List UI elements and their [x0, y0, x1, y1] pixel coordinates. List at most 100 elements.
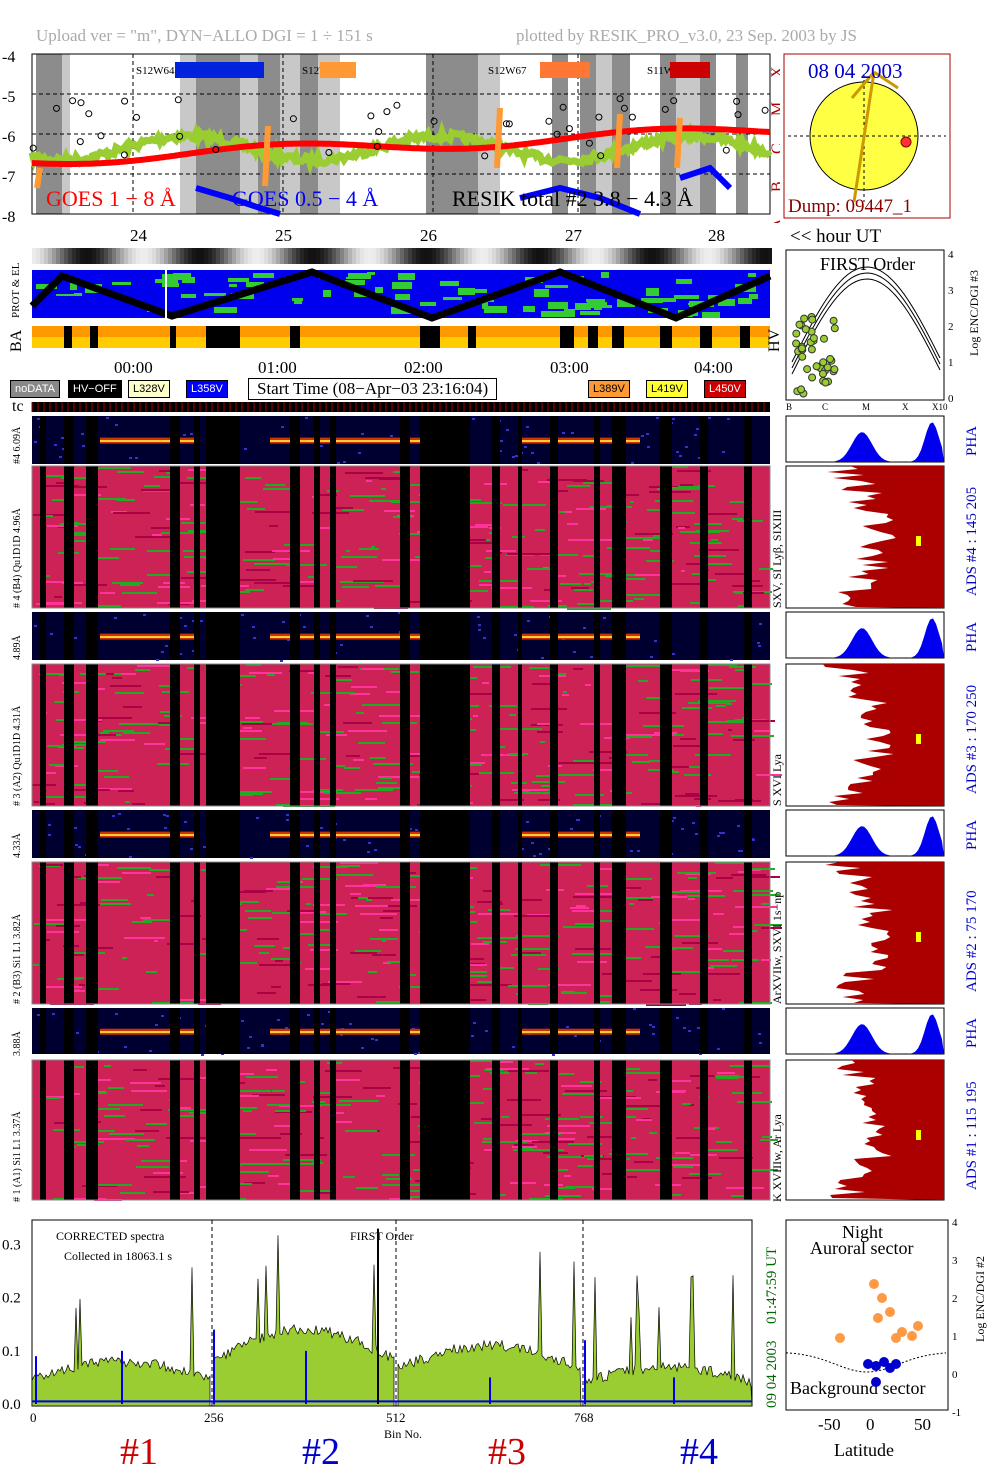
spec-cell	[90, 947, 113, 949]
spec-cell	[184, 556, 221, 558]
el-cell	[212, 248, 216, 264]
spec-cell	[117, 867, 151, 869]
pha-noise	[343, 839, 346, 841]
el-cell	[336, 248, 340, 264]
pha-noise	[485, 1030, 488, 1032]
spectrum-panel: 0.3 0.2 0.1 0.0 0 256 512 768 CORRECTED spectra C…	[2, 1219, 780, 1473]
pha-noise	[652, 1033, 655, 1035]
spec-cell	[713, 999, 721, 1001]
spec-cell	[458, 958, 484, 960]
fo-point	[819, 358, 828, 367]
spec-cell	[540, 864, 581, 866]
spec-cell	[509, 714, 516, 716]
data-point	[597, 152, 605, 160]
fo-ytick: 2	[948, 321, 954, 333]
sun-track	[873, 70, 899, 90]
spec-cell	[481, 1118, 498, 1120]
data-point	[761, 106, 769, 114]
gap	[290, 1060, 300, 1200]
spec-cell	[159, 724, 173, 726]
ba-gap	[588, 326, 598, 348]
spec-cell	[94, 881, 120, 883]
gap	[314, 612, 320, 660]
class-letter: X	[769, 66, 780, 78]
spec-cell	[689, 766, 701, 768]
data-point	[367, 112, 375, 120]
pha-noise	[566, 1026, 569, 1028]
spec-cell	[95, 717, 132, 719]
gap	[40, 664, 46, 806]
spec-cell	[399, 533, 434, 535]
spec-title1: CORRECTED spectra	[56, 1229, 165, 1243]
pha-noise	[129, 457, 132, 459]
pha-noise	[184, 821, 187, 823]
gap	[700, 1060, 708, 1200]
spec-cell	[567, 485, 590, 487]
header-right: plotted by RESIK_PRO_v3.0, 23 Sep. 2003 …	[516, 26, 857, 45]
spec-cell	[413, 1169, 420, 1171]
spec-cell	[680, 531, 696, 533]
spec-cell	[475, 524, 498, 526]
background-point	[863, 1359, 873, 1369]
spec-cell	[463, 764, 482, 766]
lat-xlabel: Latitude	[834, 1440, 894, 1460]
spec-cell	[705, 959, 729, 961]
chan-pha-label: 3.88Å	[12, 1031, 23, 1056]
spec-cell	[325, 1070, 362, 1072]
prot-cell	[246, 282, 264, 287]
gap	[330, 1008, 336, 1054]
spec-cell	[335, 1112, 344, 1114]
pha-noise	[307, 1014, 310, 1016]
ads-marker	[916, 734, 921, 744]
spec-cell	[308, 576, 316, 578]
spec-cell	[754, 924, 782, 926]
pha-noise	[526, 426, 529, 428]
prot-cell	[323, 290, 331, 297]
prot-cell	[548, 302, 568, 309]
gap	[86, 664, 98, 806]
spec-cell	[645, 946, 667, 948]
gap	[492, 466, 500, 608]
spec-cell	[707, 513, 737, 515]
channel-name: #2	[302, 1431, 340, 1473]
el-cell	[732, 248, 736, 264]
gap	[594, 862, 600, 1004]
fo-xtick: C	[822, 402, 828, 412]
ba-gap	[64, 326, 72, 348]
spec-cell	[320, 527, 331, 529]
el-cell	[144, 248, 148, 264]
spec-cell	[733, 926, 750, 928]
spec-cell	[623, 980, 652, 982]
prot-cell	[564, 309, 575, 317]
spec-cell	[346, 550, 350, 552]
spec-cell	[607, 547, 650, 549]
spec-cell	[702, 1075, 739, 1077]
prot-cell	[445, 297, 462, 300]
el-cell	[708, 248, 712, 264]
ba-gap	[560, 326, 574, 348]
spec-cell	[131, 1090, 167, 1092]
spec-cell	[566, 511, 572, 513]
data-point	[722, 146, 730, 154]
spec-cell	[719, 1157, 753, 1159]
fo-point	[798, 344, 806, 353]
pha-noise	[156, 659, 159, 661]
prot-cell	[182, 277, 195, 283]
prot-cell	[617, 299, 635, 307]
spec-cell	[516, 935, 559, 937]
spec-cell	[732, 518, 743, 520]
spec-cell	[748, 869, 761, 871]
el-cell	[300, 248, 304, 264]
el-cell	[480, 248, 484, 264]
spec-cell	[371, 546, 375, 548]
spec-cell	[666, 891, 702, 893]
pha-noise	[583, 627, 586, 629]
spec-cell	[310, 949, 338, 951]
spec-cell	[580, 1116, 603, 1118]
spec-cell	[486, 1068, 529, 1070]
spec-cell	[704, 733, 723, 735]
pha-noise	[521, 848, 524, 850]
gap	[290, 1008, 300, 1054]
spec-cell	[471, 943, 489, 945]
spec-cell	[738, 605, 747, 607]
